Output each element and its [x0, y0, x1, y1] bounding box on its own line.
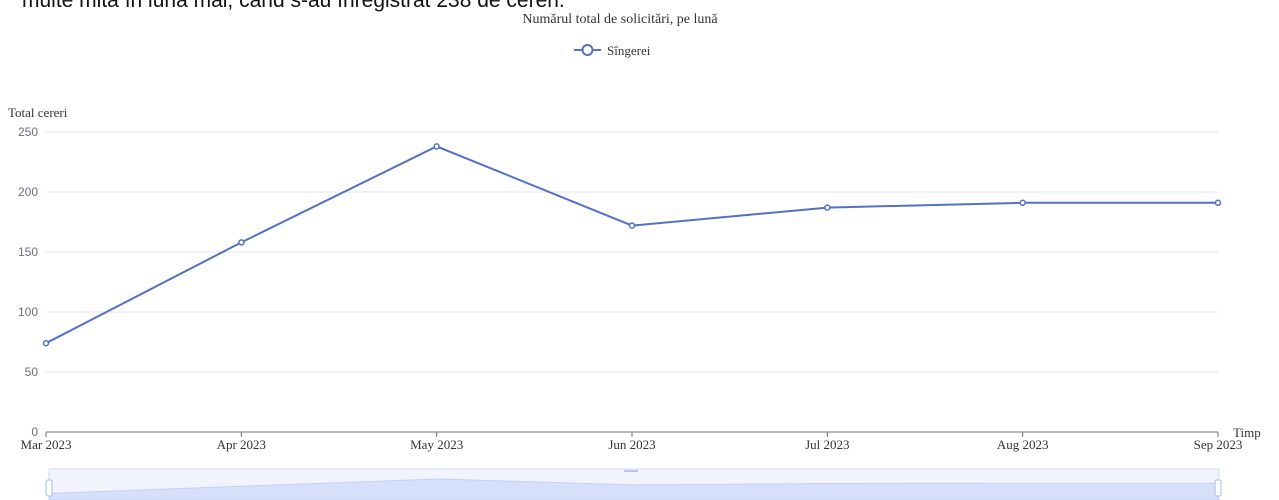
x-tick-label: Aug 2023 [997, 437, 1049, 452]
data-point[interactable] [42, 339, 50, 347]
y-tick-label: 50 [25, 365, 39, 379]
legend-series-label: Sîngerei [607, 43, 651, 58]
data-zoom-left-handle-icon[interactable] [45, 479, 53, 497]
data-zoom-move-handle-icon[interactable] [624, 470, 638, 472]
legend-circle-icon [581, 44, 594, 56]
x-tick-label: Sep 2023 [1194, 437, 1243, 452]
gridlines [46, 131, 1218, 373]
data-zoom-slider[interactable] [45, 468, 1222, 500]
y-axis-label: Total cereri [8, 105, 68, 120]
x-tick-label: Apr 2023 [217, 437, 266, 452]
chart-title: Numărul total de solicitări, pe lună [522, 12, 718, 27]
series-line [45, 145, 1218, 345]
x-axis-ticks: Mar 2023 Apr 2023 May 2023 Jun 2023 Jul 2023… [21, 432, 1243, 452]
x-tick-label: Mar 2023 [21, 437, 72, 452]
y-tick-label: 200 [18, 185, 38, 199]
x-tick-label: May 2023 [410, 437, 463, 452]
y-tick-label: 0 [31, 425, 38, 439]
data-point[interactable] [824, 204, 831, 211]
y-tick-label: 250 [18, 125, 38, 139]
x-tick-label: Jul 2023 [805, 437, 849, 452]
y-tick-label: 100 [18, 305, 38, 319]
data-point[interactable] [433, 143, 440, 150]
article-caption-text: multe mită în luna mai, când s-au înregi… [22, 0, 565, 12]
y-axis-tick-labels: 0 50 100 150 200 250 [18, 125, 38, 439]
data-point[interactable] [1019, 199, 1026, 207]
y-tick-label: 150 [18, 245, 38, 259]
data-point[interactable] [628, 222, 636, 229]
data-point[interactable] [238, 239, 245, 246]
x-axis-label: Timp [1233, 425, 1261, 440]
data-points [42, 143, 1222, 347]
x-tick-label: Jun 2023 [608, 437, 655, 452]
data-point[interactable] [1214, 199, 1222, 207]
data-zoom-right-handle-icon[interactable] [1214, 479, 1222, 497]
legend[interactable]: Sîngerei [574, 43, 651, 58]
